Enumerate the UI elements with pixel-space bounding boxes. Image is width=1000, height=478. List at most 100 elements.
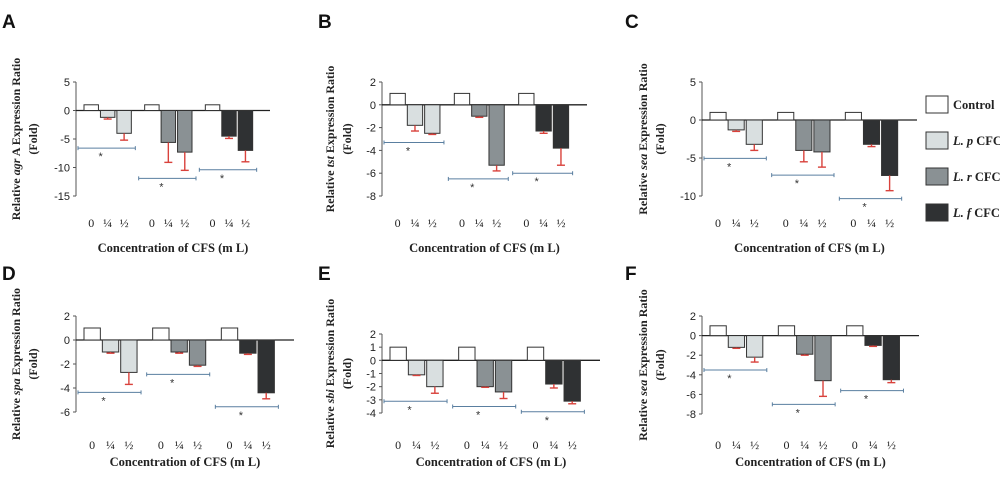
x-tick-label: ¼ bbox=[175, 438, 184, 452]
bar-lfcfc-1 bbox=[545, 359, 563, 385]
y-axis-label: Relative sea Expression Ratio bbox=[636, 63, 650, 214]
x-tick-label: 0 bbox=[715, 216, 721, 230]
legend-label: Control bbox=[953, 98, 995, 112]
x-tick-label: 0 bbox=[149, 216, 155, 230]
legend-entry-lrcfc: L. r CFC bbox=[925, 167, 1000, 186]
x-tick-label: ½ bbox=[120, 216, 129, 230]
significance-star: * bbox=[470, 182, 475, 194]
legend-swatch bbox=[925, 95, 949, 114]
y-axis-label-pre: Relative bbox=[636, 396, 650, 441]
y-axis-label-line2: (Fold) bbox=[653, 123, 667, 154]
y-axis-label-post: Expression Ratio bbox=[323, 299, 337, 389]
panel-c: C50-5-100 ¼ ½*0 ¼ ½*0 ¼ ½*Relative sea Express… bbox=[625, 12, 917, 255]
bar-lfcfc-2 bbox=[237, 110, 254, 151]
significance-star: * bbox=[406, 145, 411, 157]
legend-label-italic: L. r bbox=[952, 170, 972, 184]
x-axis-label: Concentration of CFS (m L) bbox=[98, 241, 249, 255]
x-tick-label: ¼ bbox=[103, 216, 112, 230]
bar-lfcfc-2 bbox=[552, 104, 570, 149]
bar-lpcfc-2 bbox=[424, 104, 441, 134]
x-tick-label: ½ bbox=[568, 438, 577, 452]
x-tick-label: ¼ bbox=[410, 216, 419, 230]
y-axis-label-pre: Relative bbox=[636, 170, 650, 215]
bar-lpcfc-1 bbox=[727, 335, 746, 348]
legend-label-rest: CFC bbox=[973, 134, 1000, 148]
bar-lpcfc-1 bbox=[406, 104, 424, 126]
x-tick-label: 0 bbox=[88, 216, 94, 230]
x-axis-label: Concentration of CFS (m L) bbox=[409, 241, 560, 255]
bar-lpcfc-2 bbox=[745, 119, 763, 145]
legend-label: L. f CFC bbox=[952, 206, 1000, 220]
significance-star: * bbox=[407, 404, 412, 416]
y-tick-label: 2 bbox=[64, 311, 70, 323]
x-tick-label: ½ bbox=[262, 438, 271, 452]
panel-letter: C bbox=[625, 12, 639, 33]
x-tick-label: ¼ bbox=[225, 216, 234, 230]
bar-lfcfc-1 bbox=[864, 335, 882, 346]
x-tick-label: ½ bbox=[193, 438, 202, 452]
legend-label: L. r CFC bbox=[952, 170, 1000, 184]
bar-lfcfc-2 bbox=[882, 335, 900, 381]
x-axis-label: Concentration of CFS (m L) bbox=[416, 455, 567, 469]
bar-lrcfc-2 bbox=[494, 359, 513, 393]
x-axis-label: Concentration of CFS (m L) bbox=[735, 455, 886, 469]
x-tick-label: ¼ bbox=[164, 216, 173, 230]
y-tick-label: -3 bbox=[366, 395, 376, 407]
bar-lrcfc-0 bbox=[458, 346, 476, 361]
panel-b: B20-2-4-6-80 ¼ ½*0 ¼ ½*0 ¼ ½*Relative tst Expr… bbox=[318, 12, 587, 255]
y-axis-label: Relative spa Expression Ratio bbox=[9, 288, 23, 440]
y-axis-label-line2: (Fold) bbox=[653, 349, 667, 380]
x-tick-label: 0 bbox=[395, 438, 401, 452]
bar-lrcfc-1 bbox=[170, 339, 188, 353]
y-tick-label: -6 bbox=[686, 389, 696, 401]
significance-star: * bbox=[159, 181, 164, 193]
x-tick-label: 0 bbox=[783, 438, 789, 452]
y-tick-label: 0 bbox=[370, 100, 376, 112]
x-tick-label: 0 bbox=[533, 438, 539, 452]
significance-star: * bbox=[796, 407, 801, 419]
bar-lpcfc-2 bbox=[426, 359, 444, 388]
y-axis-label-post: Expression Ratio bbox=[323, 66, 337, 156]
y-axis-label-line2: (Fold) bbox=[340, 123, 354, 154]
bar-lrcfc-1 bbox=[476, 359, 494, 388]
bar-lfcfc-1 bbox=[221, 110, 237, 137]
x-tick-label: ¼ bbox=[539, 216, 548, 230]
x-tick-label: 0 bbox=[459, 216, 465, 230]
y-axis-label: Relative sea Expression Ratio bbox=[636, 289, 650, 440]
bar-lpcfc-1 bbox=[727, 119, 745, 131]
y-axis-label-pre: Relative bbox=[323, 403, 337, 448]
panel-letter: A bbox=[2, 12, 16, 33]
x-tick-label: ¼ bbox=[106, 438, 115, 452]
significance-star: * bbox=[795, 178, 800, 190]
y-axis-label: Relative sbi Expression Ratio bbox=[323, 299, 337, 448]
panel-a: A50-5-10-150 ¼ ½*0 ¼ ½*0 ¼ ½*Relative agr A Ex… bbox=[2, 12, 270, 255]
y-tick-label: -1 bbox=[366, 369, 376, 381]
y-tick-label: 5 bbox=[690, 77, 696, 89]
y-axis-label-gene: sea bbox=[636, 380, 650, 397]
x-tick-label: ½ bbox=[819, 438, 828, 452]
x-tick-label: ¼ bbox=[475, 216, 484, 230]
significance-star: * bbox=[220, 173, 225, 185]
legend-label-rest: CFC bbox=[971, 206, 1000, 220]
bar-lfcfc-2 bbox=[257, 339, 275, 394]
legend-label-italic: L. f bbox=[952, 206, 973, 220]
y-tick-label: -15 bbox=[54, 191, 70, 203]
y-axis-label-post: Expression Ratio bbox=[9, 288, 23, 378]
x-tick-label: ¼ bbox=[867, 216, 876, 230]
x-tick-label: 0 bbox=[158, 438, 164, 452]
panel-d: D20-2-4-60 ¼ ½*0 ¼ ½*0 ¼ ½*Relative spa Expres… bbox=[2, 264, 294, 469]
x-tick-label: 0 bbox=[210, 216, 216, 230]
bar-lpcfc-0 bbox=[709, 325, 727, 337]
bar-lfcfc-2 bbox=[881, 119, 899, 176]
panel-letter: D bbox=[2, 264, 16, 285]
y-tick-label: -2 bbox=[366, 123, 376, 135]
legend-entry-lfcfc: L. f CFC bbox=[925, 203, 1000, 222]
x-tick-label: ¼ bbox=[481, 438, 490, 452]
legend-entry-lpcfc: L. p CFC bbox=[925, 131, 1000, 150]
y-tick-label: 2 bbox=[370, 329, 376, 341]
significance-star: * bbox=[862, 202, 867, 214]
y-axis-label-gene: spa bbox=[9, 378, 23, 396]
significance-star: * bbox=[170, 377, 175, 389]
y-tick-label: -5 bbox=[686, 153, 696, 165]
y-tick-label: 0 bbox=[64, 335, 70, 347]
